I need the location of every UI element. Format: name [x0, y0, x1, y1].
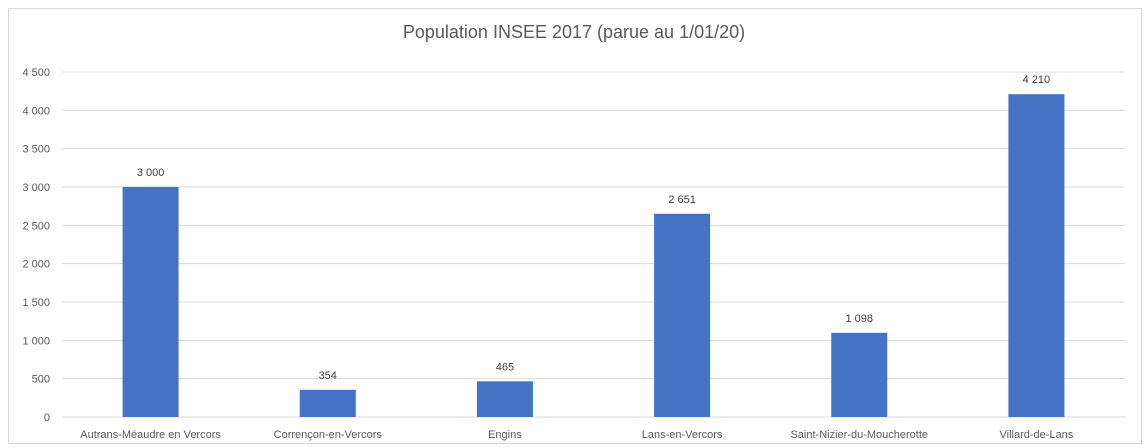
gridlines — [62, 71, 1125, 418]
bar — [1008, 94, 1065, 417]
data-label: 4 210 — [1023, 74, 1051, 86]
data-label: 354 — [319, 370, 337, 382]
bar — [654, 213, 711, 417]
x-category-label: Autrans-Méaudre en Vercors — [80, 429, 221, 441]
x-axis-categories: Autrans-Méaudre en Vercors Corrençon-en-V… — [80, 429, 1074, 441]
bar — [299, 389, 356, 417]
bars — [122, 94, 1065, 417]
bar — [122, 187, 179, 417]
x-category-label: Corrençon-en-Vercors — [274, 429, 383, 441]
x-category-label: Engins — [488, 429, 522, 441]
y-tick-label: 2 500 — [22, 220, 50, 232]
y-tick-label: 4 000 — [22, 105, 50, 117]
x-category-label: Villard-de-Lans — [1000, 429, 1074, 441]
bar — [476, 381, 533, 417]
data-label: 3 000 — [137, 167, 165, 179]
y-tick-label: 4 500 — [22, 67, 50, 79]
chart-title: Population INSEE 2017 (parue au 1/01/20) — [402, 22, 746, 42]
y-tick-label: 500 — [32, 374, 50, 386]
data-label: 1 098 — [845, 313, 873, 325]
y-tick-label: 1 000 — [22, 335, 50, 347]
y-tick-label: 3 000 — [22, 182, 50, 194]
data-label: 2 651 — [668, 194, 696, 206]
y-tick-label: 0 — [44, 412, 50, 424]
y-tick-label: 3 500 — [22, 144, 50, 156]
x-category-label: Lans-en-Vercors — [642, 429, 723, 441]
data-labels: 3 000 354 465 2 651 1 098 4 210 — [137, 74, 1050, 382]
x-category-label: Saint-Nizier-du-Moucherotte — [790, 429, 928, 441]
data-label: 465 — [496, 361, 514, 373]
chart-area — [8, 8, 1142, 444]
bar — [831, 332, 888, 417]
y-tick-label: 2 000 — [22, 259, 50, 271]
y-tick-label: 1 500 — [22, 297, 50, 309]
y-axis-ticks: 0 500 1 000 1 500 2 000 2 500 3 000 3 500 4 000 4… — [22, 67, 50, 424]
